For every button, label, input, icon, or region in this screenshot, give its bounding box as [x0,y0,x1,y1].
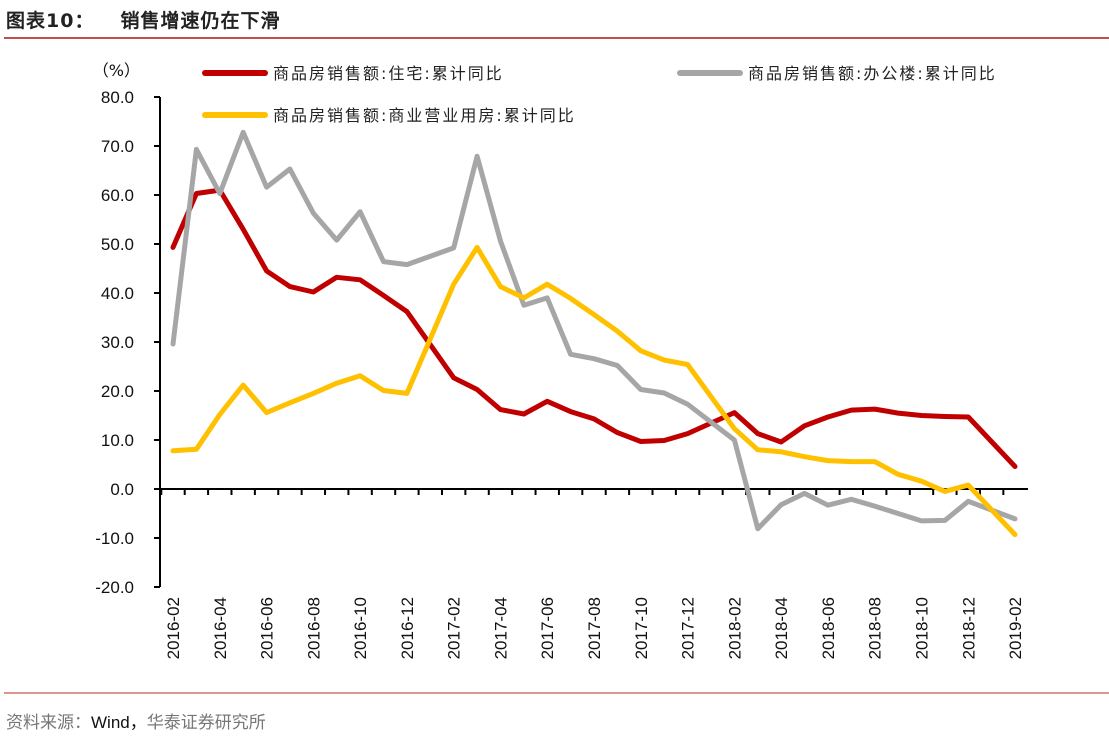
y-tick-label: 60.0 [101,186,134,205]
x-tick-label: 2019-02 [1006,597,1025,659]
x-tick-label: 2018-10 [912,597,931,659]
x-tick-label: 2016-12 [398,597,417,659]
x-tick-label: 2017-04 [491,597,510,659]
legend-label-1: 商品房销售额:办公楼:累计同比 [748,64,997,83]
x-tick-label: 2016-04 [211,597,230,659]
x-tick-label: 2016-08 [304,597,323,659]
x-tick-label: 2017-12 [679,597,698,659]
x-tick-label: 2018-12 [959,597,978,659]
x-tick-label: 2018-06 [819,597,838,659]
title-divider [4,37,1109,39]
y-tick-label: 40.0 [101,284,134,303]
x-tick-label: 2017-08 [585,597,604,659]
source-org: 华泰证券研究所 [146,713,266,733]
series-line-0 [170,187,1018,469]
y-tick-label: 80.0 [101,88,134,107]
source-main: Wind， [91,713,147,732]
source-prefix: 资料来源： [6,713,91,733]
x-tick-label: 2018-02 [725,597,744,659]
series-line-2 [170,244,1018,538]
footer-divider [4,692,1109,694]
x-tick-label: 2016-10 [351,597,370,659]
source-note: 资料来源：Wind，华泰证券研究所 [6,708,266,733]
y-tick-label: 30.0 [101,333,134,352]
x-tick-label: 2017-02 [445,597,464,659]
y-tick-label: -10.0 [95,529,134,548]
legend-label-0: 商品房销售额:住宅:累计同比 [273,64,504,83]
y-axis-unit: （%） [93,61,140,80]
series-line-1 [170,129,1018,532]
figure-number: 图表10： [6,10,95,32]
y-tick-label: -20.0 [95,578,134,597]
x-tick-label: 2016-02 [164,597,183,659]
legend-label-2: 商品房销售额:商业营业用房:累计同比 [273,106,576,125]
y-tick-label: 20.0 [101,382,134,401]
x-tick-label: 2017-06 [538,597,557,659]
y-tick-label: 70.0 [101,137,134,156]
x-tick-label: 2018-04 [772,597,791,659]
y-tick-label: 10.0 [101,431,134,450]
figure-title: 图表10： 销售增速仍在下滑 [6,6,280,33]
x-tick-label: 2016-06 [258,597,277,659]
x-tick-label: 2018-08 [866,597,885,659]
y-tick-label: 50.0 [101,235,134,254]
figure-caption: 销售增速仍在下滑 [120,10,281,32]
x-tick-label: 2017-10 [632,597,651,659]
y-tick-label: 0.0 [110,480,134,499]
